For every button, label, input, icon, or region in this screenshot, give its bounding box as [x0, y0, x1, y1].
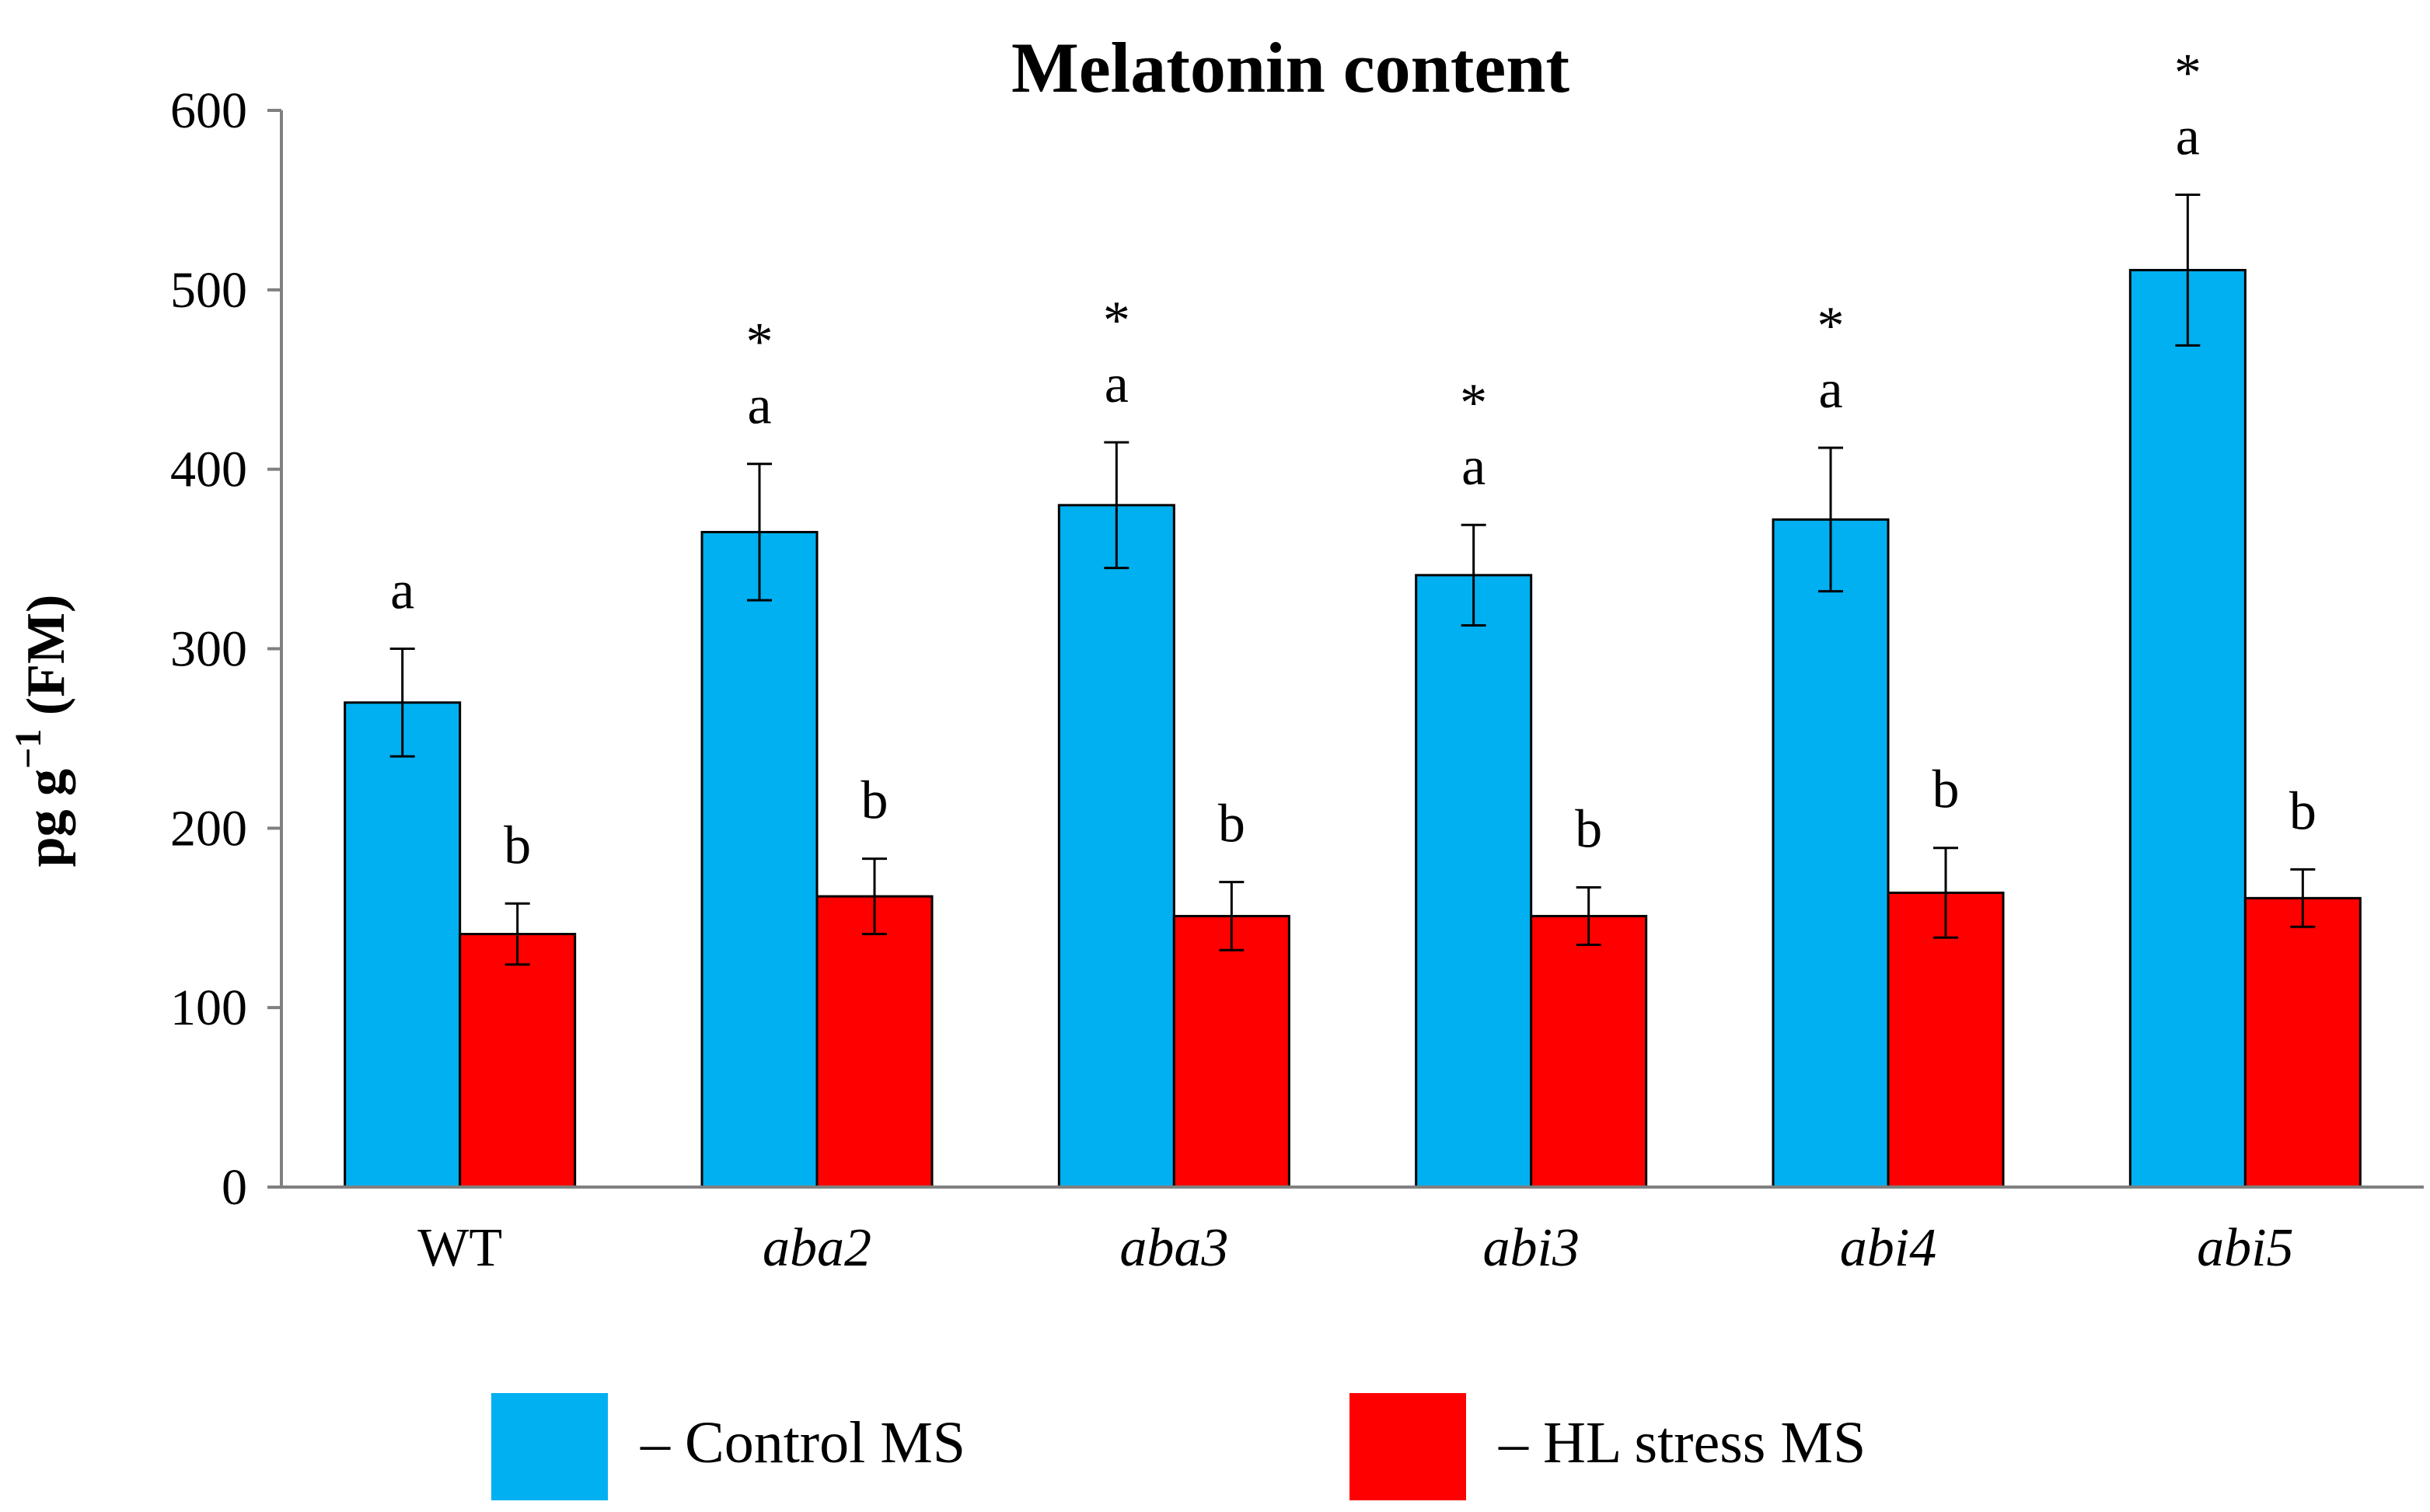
y-tick-label: 200: [170, 800, 247, 857]
significance-letter: a: [390, 561, 414, 621]
legend-swatch: [491, 1393, 608, 1500]
bar: [1172, 914, 1290, 1189]
bar: [1772, 518, 1890, 1189]
significance-star: *: [1460, 373, 1487, 433]
bar: [2128, 268, 2247, 1189]
legend-label: – Control MS: [640, 1410, 965, 1475]
significance-letter: a: [1105, 354, 1129, 414]
significance-letter: a: [2176, 107, 2200, 166]
bar: [815, 895, 934, 1189]
x-tick-label: abi4: [1840, 1218, 1936, 1278]
significance-letter: b: [2289, 781, 2317, 841]
significance-letter: b: [1218, 794, 1245, 854]
y-axis-label-tail: (FM): [16, 595, 76, 729]
y-axis-label-main: pg g: [16, 769, 76, 867]
y-tick-label: 500: [170, 262, 247, 319]
significance-letter: b: [861, 771, 889, 831]
svg-text:pg g−1 (FM): pg g−1 (FM): [8, 595, 76, 868]
y-tick-label: 0: [222, 1159, 247, 1216]
significance-letter: a: [1461, 437, 1486, 497]
chart-title: Melatonin content: [1011, 28, 1569, 107]
legend: – Control MS – HL stress MS: [491, 1393, 1866, 1500]
significance-letter: b: [1932, 760, 1960, 820]
plot-area: 0100200300400500600abWTa*baba2a*baba3a*b…: [170, 43, 2424, 1278]
significance-letter: a: [747, 376, 771, 436]
bar: [459, 933, 577, 1189]
legend-label: – HL stress MS: [1498, 1410, 1866, 1475]
bar: [1415, 574, 1533, 1189]
significance-star: *: [2174, 43, 2201, 103]
x-tick-label: aba3: [1119, 1218, 1228, 1278]
y-tick-label: 100: [170, 979, 247, 1036]
bar: [344, 701, 462, 1189]
legend-swatch: [1349, 1393, 1466, 1500]
y-tick-label: 600: [170, 82, 247, 139]
significance-letter: b: [504, 815, 531, 875]
significance-star: *: [746, 313, 773, 372]
x-tick-label: aba2: [763, 1218, 871, 1278]
x-tick-label: abi5: [2197, 1218, 2293, 1278]
y-tick-label: 400: [170, 442, 247, 498]
bar: [2243, 896, 2362, 1189]
significance-star: *: [1103, 291, 1130, 351]
significance-letter: a: [1818, 360, 1842, 420]
y-tick-label: 300: [170, 621, 247, 678]
significance-letter: b: [1575, 800, 1602, 860]
x-tick-label: abi3: [1482, 1218, 1579, 1278]
x-tick-label: WT: [417, 1218, 502, 1278]
bar: [700, 530, 819, 1189]
bar: [1530, 914, 1648, 1189]
y-axis-label: pg g−1 (FM): [8, 595, 76, 868]
y-axis-label-sup: −1: [8, 729, 49, 769]
bar: [1057, 504, 1175, 1189]
significance-star: *: [1817, 296, 1845, 356]
